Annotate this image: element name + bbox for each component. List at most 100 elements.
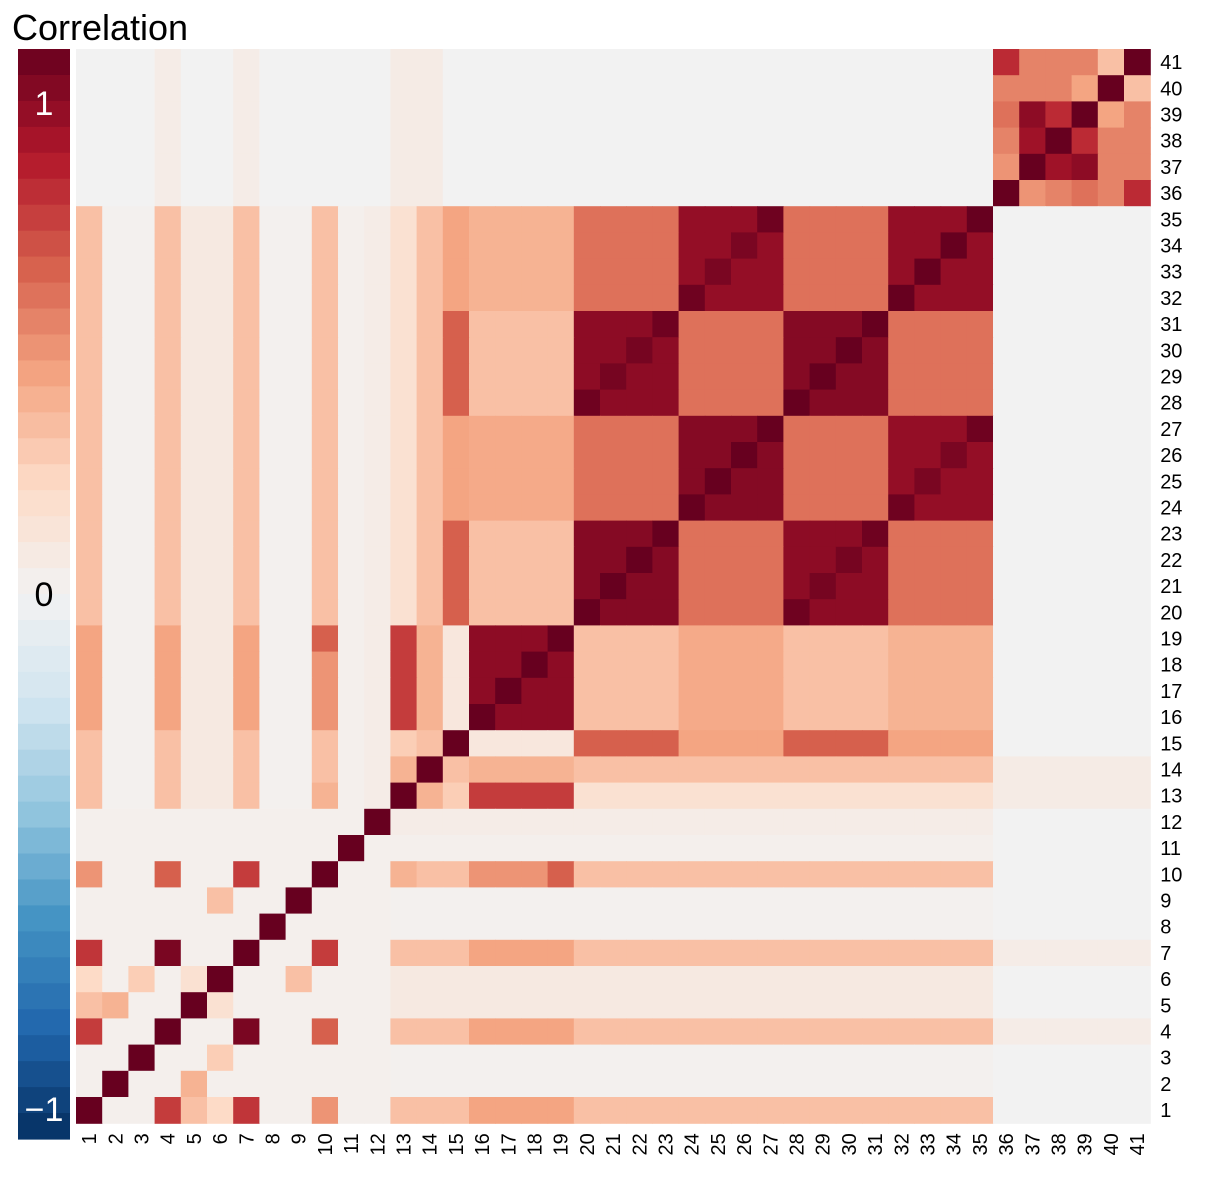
heatmap-cells — [76, 49, 1151, 1124]
heatmap-cell — [1045, 337, 1073, 364]
heatmap-cell — [416, 232, 444, 260]
colorbar-swatch — [18, 334, 70, 362]
colorbar-swatch — [18, 671, 70, 699]
heatmap-cell — [311, 808, 339, 836]
heatmap-cell — [547, 808, 575, 836]
heatmap-cell — [259, 704, 287, 731]
heatmap-cell — [966, 101, 994, 129]
heatmap-cell — [128, 913, 156, 941]
heatmap-cell — [862, 153, 889, 181]
heatmap-cell — [547, 546, 575, 574]
heatmap-cell — [442, 887, 470, 915]
heatmap-cell — [940, 913, 968, 941]
heatmap-cell — [1124, 389, 1151, 417]
heatmap-cell — [76, 1018, 103, 1046]
heatmap-cell — [180, 1097, 208, 1124]
heatmap-cell — [652, 546, 680, 574]
y-tick-label: 27 — [1160, 419, 1182, 441]
heatmap-cell — [364, 389, 391, 417]
heatmap-cell — [678, 468, 706, 495]
heatmap-cell — [338, 337, 365, 364]
heatmap-cell — [338, 887, 365, 915]
heatmap-cell — [207, 782, 234, 810]
heatmap-cell — [207, 966, 234, 993]
heatmap-cell — [704, 284, 732, 312]
heatmap-cell — [573, 75, 601, 102]
heatmap-cell — [993, 206, 1020, 233]
heatmap-cell — [783, 939, 811, 967]
heatmap-cell — [233, 258, 260, 286]
heatmap-cell — [285, 573, 313, 600]
heatmap-cell — [626, 730, 653, 757]
colorbar-swatch — [18, 178, 70, 206]
colorbar-swatch — [18, 619, 70, 647]
heatmap-cell — [1071, 337, 1099, 364]
heatmap-cell — [547, 704, 575, 731]
heatmap-cell — [338, 415, 365, 443]
heatmap-cell — [862, 573, 889, 600]
heatmap-cell — [233, 1044, 260, 1072]
heatmap-cell — [940, 782, 968, 810]
heatmap-cell — [338, 520, 365, 548]
heatmap-cell — [1124, 992, 1151, 1019]
heatmap-cell — [600, 1044, 627, 1072]
heatmap-cell — [76, 677, 103, 705]
heatmap-cell — [128, 1097, 156, 1124]
x-tick-label: 8 — [263, 1133, 285, 1144]
heatmap-cell — [233, 835, 260, 862]
heatmap-cell — [1045, 573, 1073, 600]
heatmap-cell — [547, 573, 575, 600]
heatmap-cell — [180, 625, 208, 653]
heatmap-cell — [495, 258, 522, 286]
heatmap-cell — [285, 180, 313, 207]
heatmap-cell — [495, 835, 522, 862]
heatmap-cell — [338, 939, 365, 967]
heatmap-cell — [940, 75, 968, 102]
heatmap-cell — [862, 966, 889, 993]
heatmap-cell — [207, 520, 234, 548]
heatmap-cell — [128, 75, 156, 102]
y-tick-label: 13 — [1160, 786, 1182, 808]
heatmap-cell — [704, 232, 732, 260]
heatmap-cell — [652, 415, 680, 443]
heatmap-cell — [940, 520, 968, 548]
heatmap-cell — [495, 284, 522, 312]
heatmap-cell — [626, 677, 653, 705]
heatmap-cell — [469, 389, 496, 417]
y-tick-label: 38 — [1160, 131, 1182, 153]
heatmap-cell — [757, 861, 784, 888]
heatmap-cell — [338, 756, 365, 784]
heatmap-cell — [862, 75, 889, 102]
heatmap-cell — [600, 389, 627, 417]
colorbar-swatch — [18, 256, 70, 284]
heatmap-cell — [1019, 704, 1046, 731]
heatmap-cell — [521, 992, 549, 1019]
heatmap-cell — [259, 599, 287, 626]
heatmap-cell — [678, 232, 706, 260]
heatmap-cell — [704, 180, 732, 207]
heatmap-cell — [731, 861, 758, 888]
heatmap-cell — [521, 704, 549, 731]
heatmap-cell — [547, 1018, 575, 1046]
heatmap-cell — [809, 232, 837, 260]
heatmap-cell — [678, 599, 706, 626]
heatmap-cell — [521, 232, 549, 260]
heatmap-cell — [678, 939, 706, 967]
heatmap-cell — [940, 258, 968, 286]
heatmap-cell — [547, 232, 575, 260]
heatmap-cell — [442, 677, 470, 705]
heatmap-cell — [1124, 625, 1151, 653]
heatmap-cell — [652, 887, 680, 915]
heatmap-cell — [888, 573, 915, 600]
heatmap-cell — [416, 180, 444, 207]
heatmap-cell — [416, 546, 444, 574]
heatmap-cell — [233, 808, 260, 836]
colorbar-swatch — [18, 464, 70, 491]
heatmap-cell — [757, 546, 784, 574]
heatmap-cell — [1045, 704, 1073, 731]
heatmap-cell — [233, 101, 260, 129]
heatmap-cell — [573, 389, 601, 417]
heatmap-cell — [76, 939, 103, 967]
heatmap-cell — [1097, 887, 1125, 915]
heatmap-cell — [993, 232, 1020, 260]
